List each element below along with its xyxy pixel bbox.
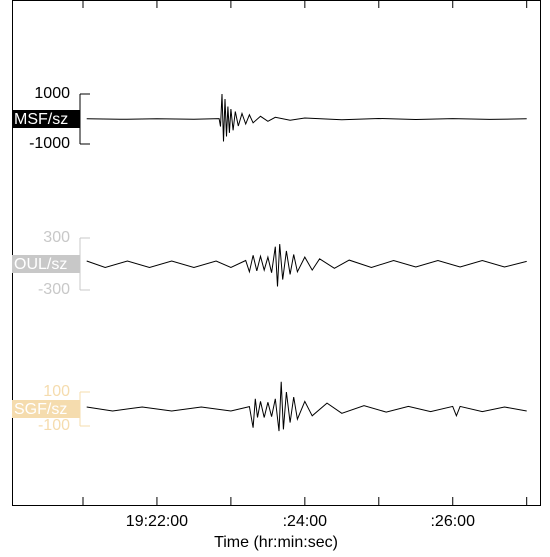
y-tick-label: -300 [38,281,70,298]
y-tick-label: -100 [38,417,70,434]
waveform [86,381,527,432]
y-tick-label: -1000 [29,135,70,152]
station-label-box [12,255,80,273]
y-tick-label: 300 [43,229,70,246]
x-tick-label: :26:00 [430,513,475,530]
x-tick-label: :24:00 [283,513,328,530]
plot-frame [12,0,541,506]
station-label: SGF/sz [14,401,67,418]
station-label: OUL/sz [14,256,67,273]
station-label-box [12,400,80,418]
y-tick-label: 1000 [34,85,70,102]
station-label-box [12,110,80,128]
waveform [86,93,527,142]
x-tick-label: 19:22:00 [126,513,188,530]
waveform [86,244,527,287]
station-label: MSF/sz [14,111,68,128]
x-axis-label: Time (hr:min:sec) [214,534,338,551]
y-tick-label: 100 [43,383,70,400]
